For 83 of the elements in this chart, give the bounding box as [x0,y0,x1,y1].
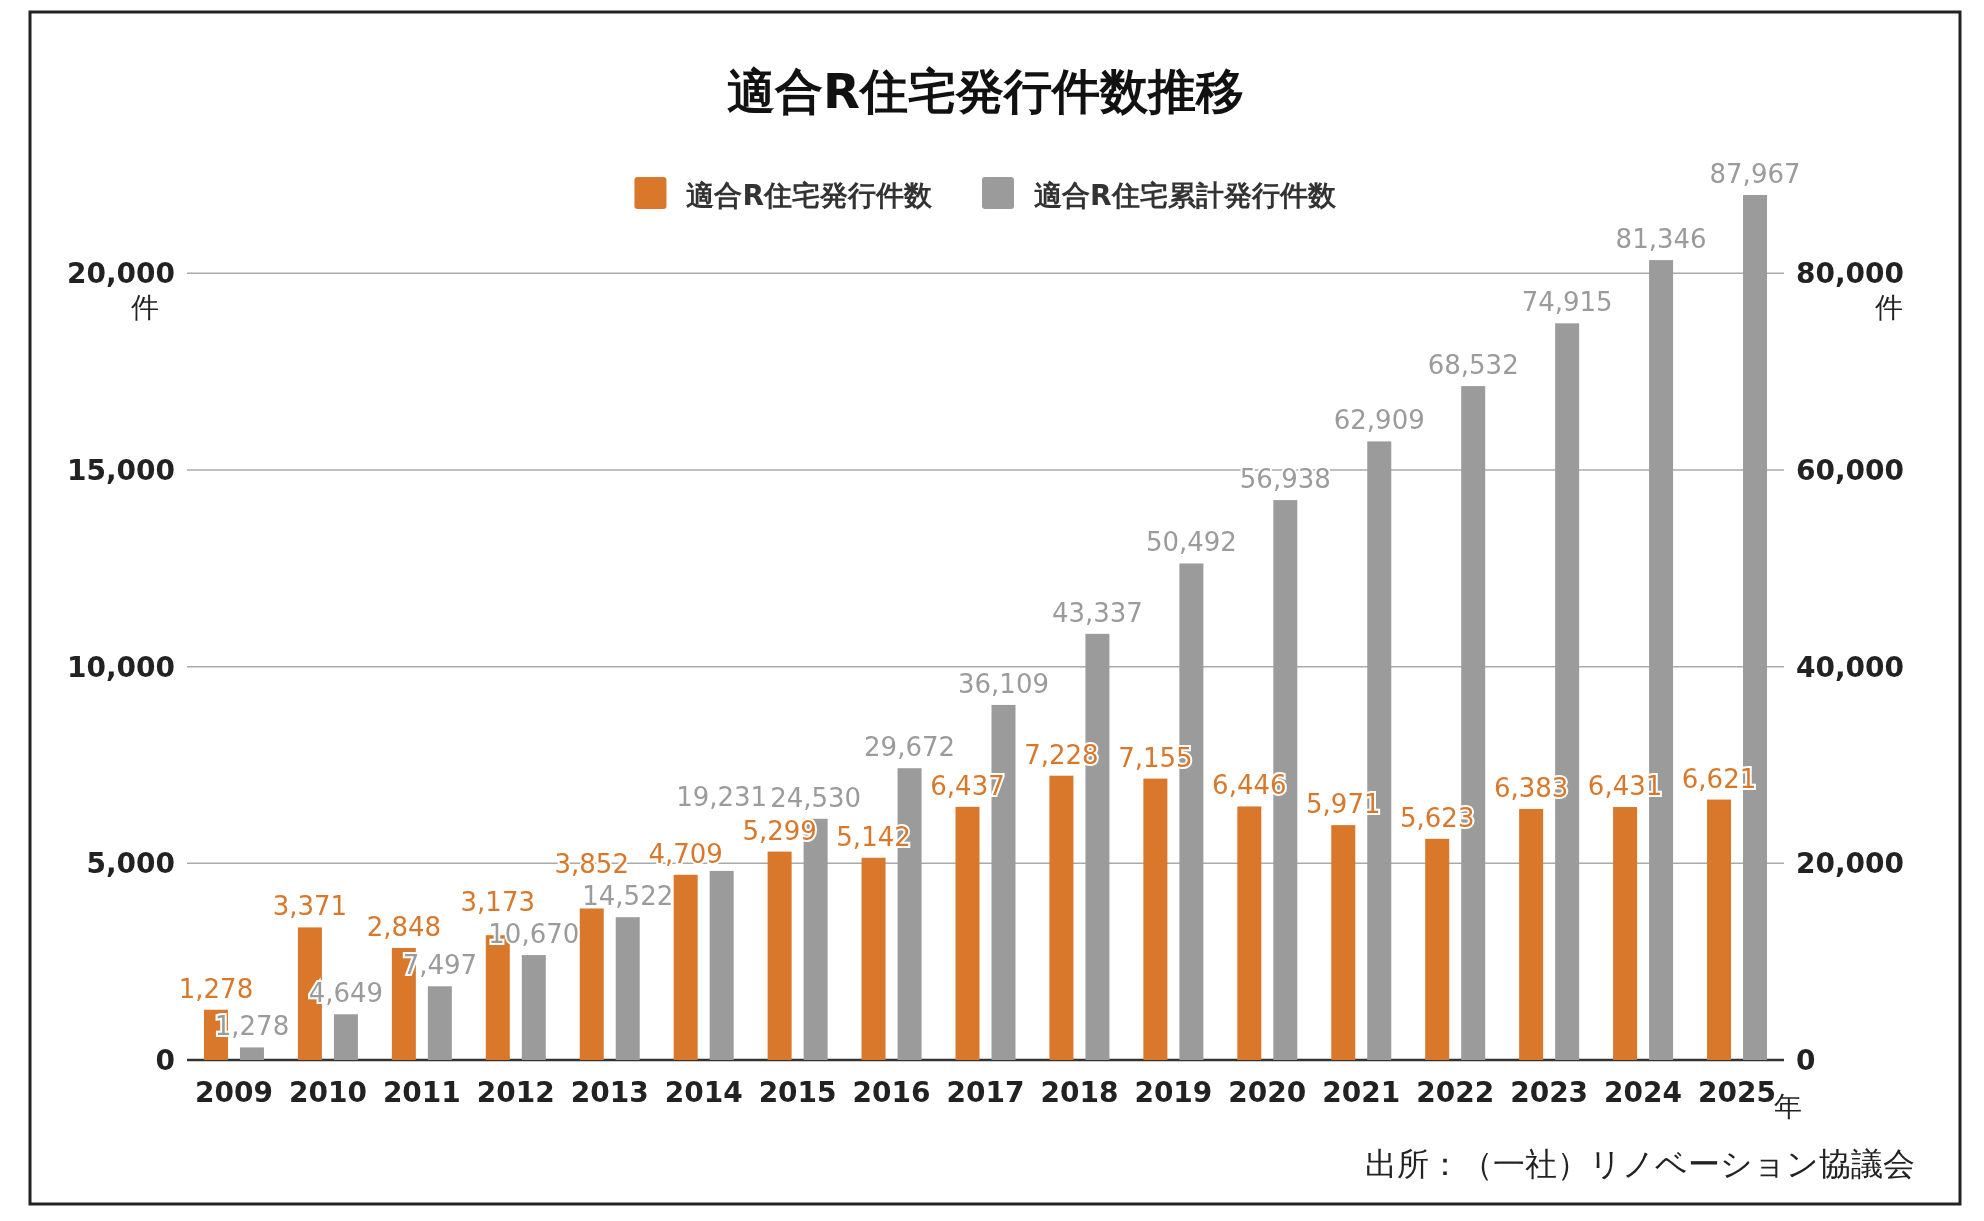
bar [427,986,452,1060]
data-label: 43,337 [1051,597,1143,628]
legend-label: 適合R住宅発行件数 [686,179,933,212]
data-label: 3,852 [554,849,629,880]
data-label: 7,228 [1024,739,1099,770]
data-label: 62,909 [1333,405,1425,436]
y-tick-label: 10,000 [66,650,175,684]
bar [1237,806,1262,1060]
data-label: 10,670 [488,919,580,950]
x-tick-label: 2016 [852,1076,931,1109]
data-label: 74,915 [1521,287,1613,318]
data-label: 6,621 [1681,763,1757,794]
bar [579,908,604,1060]
data-label: 6,431 [1587,771,1663,802]
bar [1049,775,1074,1060]
y-tick-label: 15,000 [66,454,175,487]
x-tick-label: 2015 [758,1076,837,1109]
bar [1707,799,1732,1060]
legend-label: 適合R住宅累計発行件数 [1034,179,1337,212]
y2-tick-label: 40,000 [1796,650,1905,684]
y2-axis-title: 件 [1875,291,1903,325]
data-label: 36,109 [958,668,1049,699]
bar [673,874,698,1060]
y2-tick-label: 0 [1796,1044,1816,1077]
bar [767,851,792,1060]
x-tick-label: 2021 [1322,1076,1401,1109]
x-tick-label: 2023 [1510,1076,1589,1109]
x-tick-label: 2012 [476,1076,555,1109]
bar [955,806,980,1060]
bar [521,955,546,1060]
data-label: 5,623 [1399,802,1475,833]
x-tick-label: 2017 [946,1076,1025,1109]
data-label: 4,709 [648,838,723,869]
data-label: 6,437 [930,770,1005,801]
data-label: 1,278 [178,973,254,1004]
data-label: 5,142 [836,821,911,852]
bar [1143,778,1168,1060]
text: 出所：（一社）リノベーション協議会 [1365,1145,1915,1183]
data-label: 87,967 [1709,158,1801,189]
x-tick-label: 2014 [664,1076,743,1109]
bar [239,1047,264,1060]
data-label: 50,492 [1145,527,1237,558]
x-tick-label: 2024 [1604,1076,1683,1109]
x-tick-label: 2019 [1134,1076,1213,1109]
x-tick-label: 2010 [288,1076,367,1109]
y2-tick-label: 60,000 [1796,454,1905,487]
x-tick-label: 2013 [570,1076,649,1109]
data-label: 7,155 [1118,742,1193,773]
bar [1519,808,1544,1060]
data-label: 81,346 [1615,224,1707,255]
data-label: 56,938 [1239,464,1331,495]
data-label: 5,971 [1306,789,1381,820]
data-label: 3,173 [460,887,536,918]
y-tick-label: 0 [155,1044,175,1077]
data-label: 3,371 [272,891,348,922]
y2-tick-label: 80,000 [1796,257,1905,291]
bar [861,857,886,1060]
x-tick-label: 2018 [1040,1076,1119,1109]
y2-tick-label: 20,000 [1796,847,1905,881]
y-tick-label: 5,000 [86,847,175,881]
x-tick-label: 2022 [1416,1076,1495,1109]
data-label: 6,446 [1212,770,1287,801]
x-tick-label: 2009 [195,1076,273,1109]
data-label: 14,522 [582,881,674,912]
data-label: 6,383 [1493,772,1569,803]
data-label: 29,672 [864,732,956,763]
x-tick-label: 2020 [1228,1076,1307,1109]
bar [1613,807,1638,1060]
y-axis-title: 件 [131,291,159,325]
bar [1425,838,1450,1060]
data-label: 19,231 [676,781,768,812]
bar [709,870,734,1060]
data-label: 24,530 [770,782,862,813]
bar [1331,825,1356,1060]
bar [615,917,640,1060]
chart-title: 適合R住宅発行件数推移 [727,63,1244,119]
y-tick-label: 20,000 [66,257,175,291]
data-label: 5,299 [742,815,817,846]
x-axis-title: 年 [1774,1090,1802,1123]
x-tick-label: 2011 [382,1076,461,1109]
bar [333,1014,358,1060]
data-label: 68,532 [1427,350,1519,381]
data-label: 2,848 [366,911,442,942]
